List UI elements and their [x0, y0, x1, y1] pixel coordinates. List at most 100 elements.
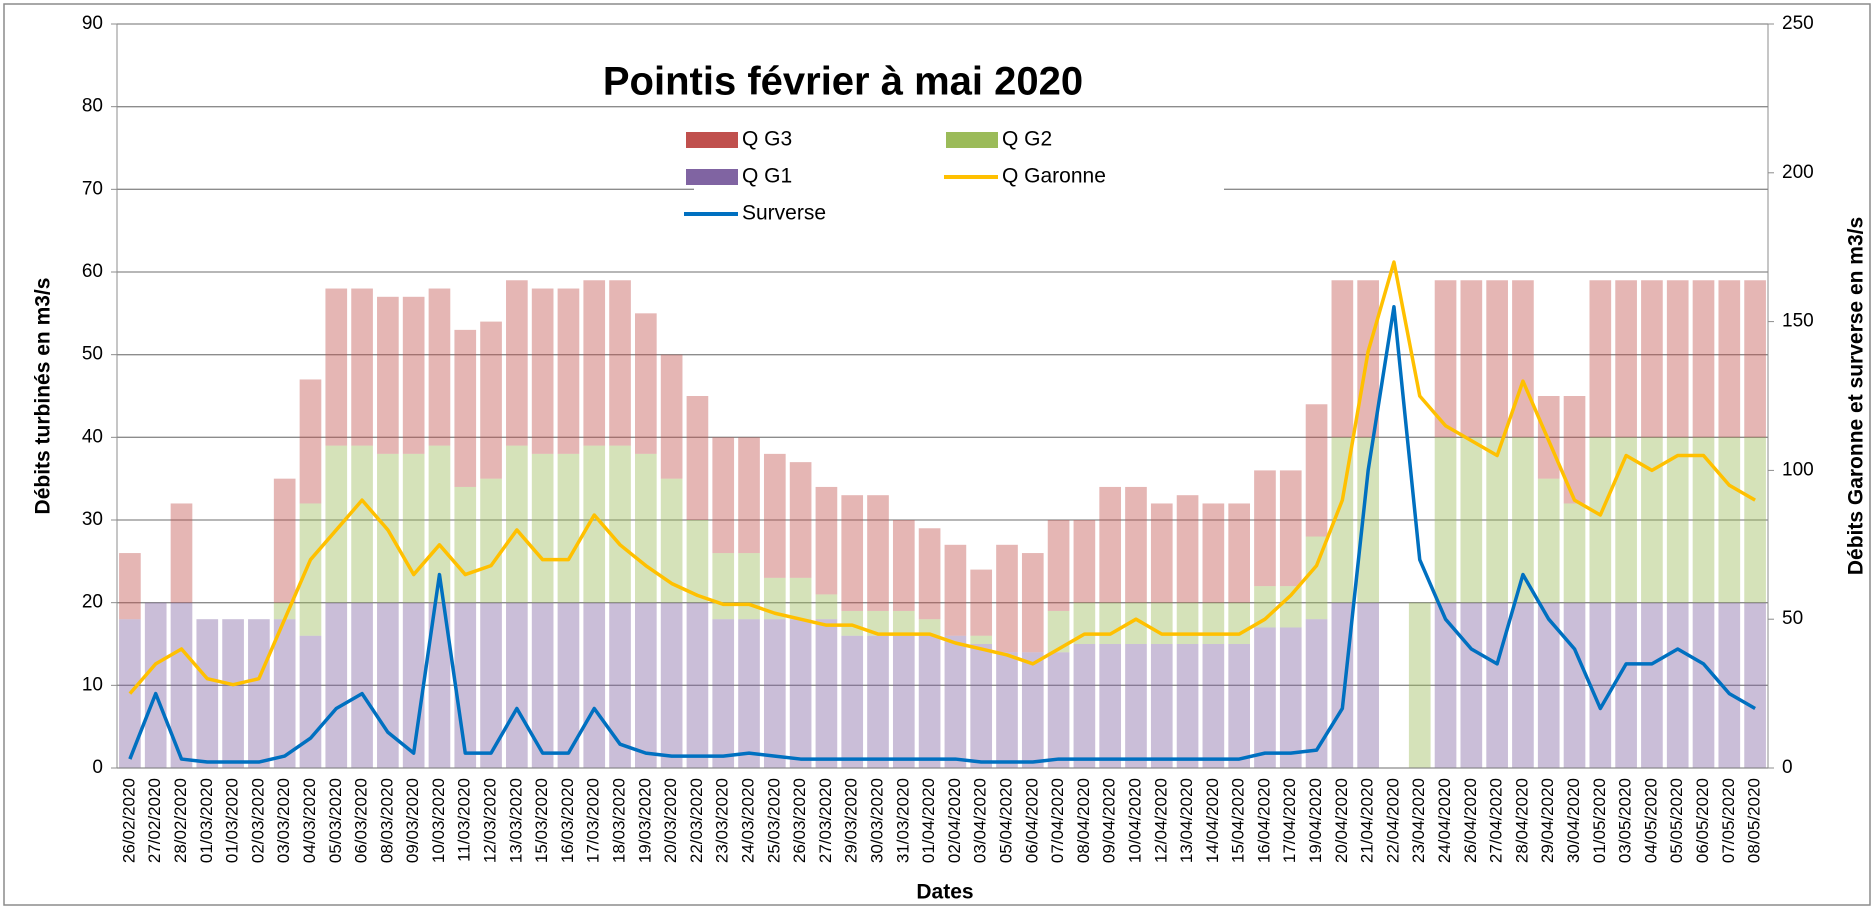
- x-tick-label: 26/02/2020: [119, 778, 138, 863]
- x-tick-label: 23/04/2020: [1409, 778, 1428, 863]
- x-tick-label: 06/04/2020: [1022, 778, 1041, 863]
- x-tick-label: 03/05/2020: [1616, 778, 1635, 863]
- x-tick-label: 03/03/2020: [274, 778, 293, 863]
- bar-segment: [738, 437, 760, 554]
- bar-segment: [944, 635, 967, 768]
- bar-segment: [557, 453, 580, 603]
- x-tick-label: 30/03/2020: [867, 778, 886, 863]
- bar-segment: [299, 379, 322, 504]
- bar-segment: [531, 602, 554, 768]
- line-series: [128, 260, 1756, 695]
- x-tick-label: 04/03/2020: [300, 778, 319, 863]
- bar-segment: [480, 602, 502, 768]
- x-tick-label: 15/04/2020: [1229, 778, 1248, 863]
- bar-segment: [428, 445, 451, 603]
- bar-segment: [428, 288, 451, 446]
- x-tick-label: 23/03/2020: [713, 778, 732, 863]
- x-tick-label: 24/04/2020: [1435, 778, 1454, 863]
- bar-segment: [841, 495, 864, 611]
- x-tick-label: 24/03/2020: [739, 778, 758, 863]
- bar-segment: [763, 619, 786, 768]
- bar-segment: [1305, 536, 1328, 620]
- legend-swatch: [946, 132, 998, 148]
- y2-tick-label: 50: [1782, 608, 1803, 629]
- y2-tick-label: 150: [1782, 311, 1814, 332]
- x-tick-label: 28/02/2020: [171, 778, 190, 863]
- bar-segment: [1537, 602, 1560, 768]
- bar-segment: [273, 478, 296, 603]
- bar-segment: [377, 296, 399, 454]
- bar-segment: [789, 462, 812, 578]
- bar-segment: [712, 619, 735, 768]
- x-tick-label: 29/03/2020: [842, 778, 861, 863]
- bar-segment: [892, 610, 915, 636]
- bar-segment: [1434, 280, 1457, 438]
- bar-segment: [970, 644, 993, 768]
- legend-swatch: [686, 132, 738, 148]
- x-tick-label: 13/04/2020: [1177, 778, 1196, 863]
- x-tick-label: 21/04/2020: [1358, 778, 1377, 863]
- bar-segment: [1331, 280, 1354, 438]
- bar-segment: [609, 280, 631, 446]
- bar-segment: [1563, 396, 1586, 504]
- bar-segment: [119, 553, 141, 620]
- y-tick-label: 0: [92, 757, 103, 778]
- bar-segment: [841, 610, 864, 636]
- bar-segment: [402, 453, 425, 603]
- bar-segment: [1744, 437, 1766, 603]
- x-tick-label: 20/03/2020: [661, 778, 680, 863]
- bar-segment: [712, 553, 735, 620]
- x-tick-label: 05/05/2020: [1667, 778, 1686, 863]
- bar-segment: [1305, 619, 1328, 768]
- legend-swatch: [686, 169, 738, 185]
- x-tick-label: 26/04/2020: [1461, 778, 1480, 863]
- bar-segment: [1125, 486, 1147, 603]
- x-tick-label: 01/03/2020: [197, 778, 216, 863]
- bar-segment: [1512, 602, 1534, 768]
- bar-segment: [763, 453, 786, 578]
- bar-segment: [1512, 437, 1534, 603]
- bar-segment: [1047, 520, 1070, 611]
- bar-segment: [1150, 503, 1173, 603]
- bar-segment: [763, 577, 786, 620]
- bar-segment: [660, 478, 683, 603]
- bar-segment: [1254, 470, 1276, 587]
- bar-segment: [1589, 280, 1612, 438]
- legend-label: Q G2: [1002, 128, 1052, 151]
- bar-segment: [402, 296, 425, 454]
- bar-segment: [480, 321, 502, 479]
- bar-segment: [351, 602, 373, 768]
- bar-segment: [1279, 470, 1302, 587]
- bar-segment: [867, 635, 889, 768]
- bar-segment: [1666, 602, 1689, 768]
- bar-segment: [1408, 602, 1431, 768]
- x-tick-label: 04/05/2020: [1641, 778, 1660, 863]
- y-tick-label: 20: [82, 592, 103, 613]
- axes: 0 10 20 30 40 50 60 70 80 90 0 50 100 150 200 250 26/02/…: [82, 13, 1814, 863]
- bar-segment: [273, 619, 296, 768]
- bar-segment: [635, 313, 657, 454]
- legend-label: Q G3: [742, 128, 792, 151]
- line-series: [128, 304, 1756, 764]
- bar-segment: [299, 503, 322, 636]
- x-tick-label: 01/05/2020: [1590, 778, 1609, 863]
- bar-segment: [1486, 280, 1508, 438]
- bar-segment: [789, 619, 812, 768]
- bar-segment: [1589, 602, 1612, 768]
- bar-segment: [1021, 652, 1044, 768]
- bar-segment: [1099, 644, 1122, 768]
- bar-segment: [1073, 644, 1096, 768]
- x-tick-label: 27/04/2020: [1487, 778, 1506, 863]
- x-tick-label: 19/04/2020: [1306, 778, 1325, 863]
- bar-segment: [970, 635, 993, 644]
- x-tick-label: 12/04/2020: [1151, 778, 1170, 863]
- bar-segment: [635, 453, 657, 603]
- bar-segment: [583, 445, 606, 603]
- x-tick-label: 14/04/2020: [1203, 778, 1222, 863]
- x-tick-label: 02/03/2020: [248, 778, 267, 863]
- x-tick-label: 02/04/2020: [945, 778, 964, 863]
- legend-label: Q Garonne: [1002, 165, 1106, 188]
- bar-segment: [1150, 644, 1173, 768]
- x-tick-label: 17/03/2020: [584, 778, 603, 863]
- bar-segment: [609, 445, 631, 603]
